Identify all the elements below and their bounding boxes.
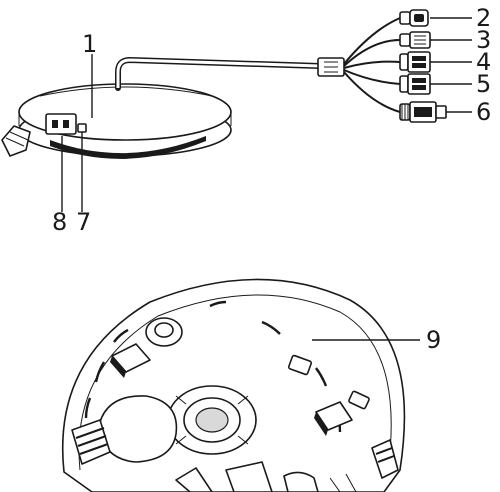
callout-3: 3	[476, 26, 491, 54]
leader-lines-top	[61, 17, 472, 212]
mounting-base-rim	[61, 278, 406, 492]
callout-5: 5	[476, 70, 491, 98]
connector-4	[399, 51, 431, 73]
callout-6: 6	[476, 98, 491, 126]
callout-1: 1	[82, 30, 97, 58]
camera-cable-gland	[1, 125, 31, 157]
callout-9: 9	[426, 326, 441, 354]
connector-6-rj45	[399, 101, 447, 123]
camera-unit	[1, 57, 345, 159]
mounting-base	[61, 278, 420, 492]
camera-side-port-block	[45, 113, 77, 135]
callout-4: 4	[476, 48, 491, 76]
mounting-clip-left	[111, 343, 151, 373]
callout-numbers: 1 2 3 4 5 6 7 8 9	[52, 4, 491, 354]
connector-3	[399, 31, 431, 49]
cable-channel	[97, 395, 178, 463]
camera-reset-button	[77, 123, 87, 133]
cable-leads	[343, 17, 401, 113]
callout-2: 2	[476, 4, 491, 32]
connector-2	[399, 9, 429, 27]
connector-5	[399, 73, 431, 95]
callout-8: 8	[52, 208, 67, 236]
callout-7: 7	[76, 208, 91, 236]
